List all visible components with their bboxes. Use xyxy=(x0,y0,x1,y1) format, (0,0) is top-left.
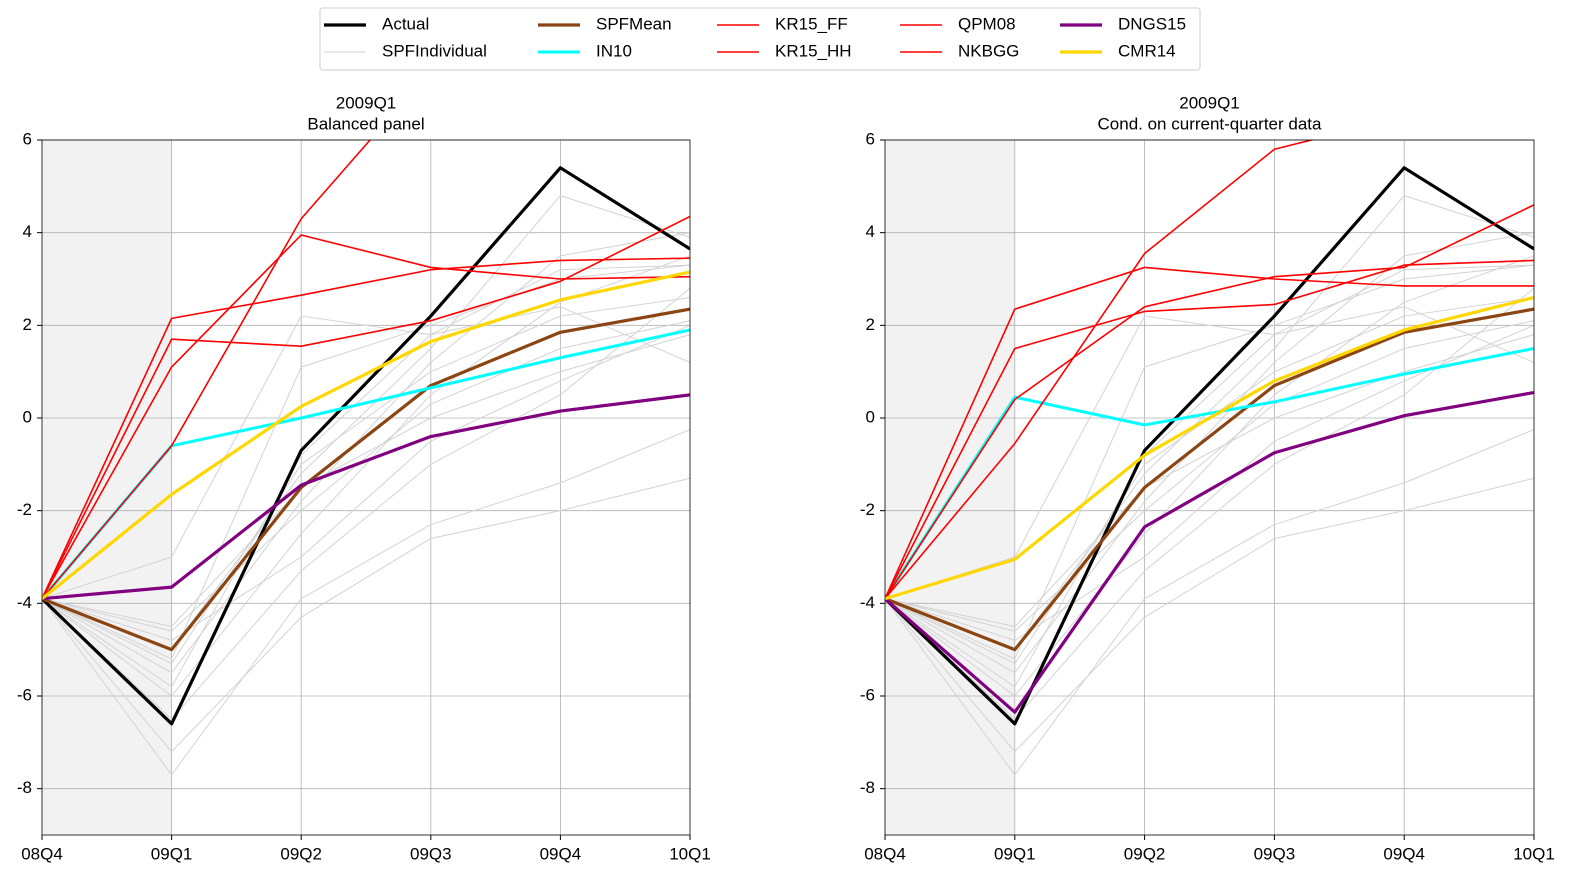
spf-individual-line xyxy=(885,287,1534,720)
series-line xyxy=(42,270,690,600)
spf-individual-line xyxy=(885,255,1534,697)
history-shade xyxy=(885,140,1015,835)
x-tick-label: 09Q2 xyxy=(1124,844,1166,863)
spf-individual-line xyxy=(885,264,1534,688)
legend-label: CMR14 xyxy=(1118,41,1176,60)
y-tick-label: 6 xyxy=(23,129,32,148)
series-line xyxy=(885,204,1534,600)
plot-lines xyxy=(885,140,1534,776)
series-line xyxy=(42,234,690,600)
chart-subtitle: Balanced panel xyxy=(307,114,424,133)
series-line xyxy=(885,307,1534,652)
x-tick-label: 09Q3 xyxy=(1254,844,1296,863)
x-tick-label: 09Q1 xyxy=(151,844,193,863)
legend-label: NKBGG xyxy=(958,41,1019,60)
x-tick-label: 09Q1 xyxy=(994,844,1036,863)
legend-label: KR15_HH xyxy=(775,41,852,60)
series-line xyxy=(885,166,1534,726)
chart-title: 2009Q1 xyxy=(336,93,397,112)
spf-individual-line xyxy=(42,264,690,688)
series-line xyxy=(885,347,1534,600)
series-line xyxy=(42,257,690,600)
spf-individual-line xyxy=(42,264,690,660)
spf-individual-line xyxy=(885,264,1534,660)
y-tick-label: -8 xyxy=(860,778,875,797)
spf-individual-line xyxy=(42,320,690,632)
legend-label: KR15_FF xyxy=(775,14,848,33)
series-line xyxy=(42,166,690,726)
y-tick-label: 0 xyxy=(866,407,875,426)
series-line xyxy=(42,307,690,652)
y-tick-label: -4 xyxy=(17,593,32,612)
spf-individual-line xyxy=(42,477,690,753)
plot-frame xyxy=(41,139,691,836)
x-tick-label: 09Q3 xyxy=(410,844,452,863)
x-tick-label: 09Q4 xyxy=(1383,844,1425,863)
legend-label: Actual xyxy=(382,14,429,33)
legend-label: DNGS15 xyxy=(1118,14,1186,33)
series-line xyxy=(42,215,690,600)
series-line xyxy=(42,140,372,600)
spf-individual-line xyxy=(42,429,690,776)
x-tick-label: 08Q4 xyxy=(21,844,63,863)
series-line xyxy=(885,140,1315,600)
series-line xyxy=(885,259,1534,600)
chart-subtitle: Cond. on current-quarter data xyxy=(1098,114,1323,133)
y-tick-label: 2 xyxy=(23,315,32,334)
plot-frame xyxy=(884,139,1535,836)
history-shade xyxy=(42,140,172,835)
legend-label: IN10 xyxy=(596,41,632,60)
x-tick-label: 09Q4 xyxy=(540,844,582,863)
spf-individual-line xyxy=(42,287,690,720)
x-tick-label: 10Q1 xyxy=(669,844,711,863)
spf-individual-line xyxy=(42,297,690,665)
x-tick-label: 09Q2 xyxy=(280,844,322,863)
y-tick-label: 2 xyxy=(866,315,875,334)
legend-label: QPM08 xyxy=(958,14,1016,33)
y-tick-label: -4 xyxy=(860,593,875,612)
spf-individual-line xyxy=(885,232,1534,674)
chart-title: 2009Q1 xyxy=(1179,93,1240,112)
y-tick-label: -2 xyxy=(860,500,875,519)
plot-lines xyxy=(42,140,690,776)
spf-individual-line xyxy=(885,320,1534,632)
series-line xyxy=(885,266,1534,600)
spf-individual-line xyxy=(885,429,1534,776)
spf-individual-line xyxy=(885,477,1534,753)
spf-individual-line xyxy=(885,306,1534,600)
y-tick-label: -2 xyxy=(17,500,32,519)
y-tick-label: -6 xyxy=(860,685,875,704)
legend-label: SPFMean xyxy=(596,14,672,33)
y-tick-label: 4 xyxy=(866,222,875,241)
spf-individual-line xyxy=(885,324,1534,641)
x-tick-label: 10Q1 xyxy=(1513,844,1555,863)
series-line xyxy=(885,295,1534,601)
y-tick-label: 4 xyxy=(23,222,32,241)
spf-individual-line xyxy=(42,324,690,641)
legend-label: SPFIndividual xyxy=(382,41,487,60)
x-tick-label: 08Q4 xyxy=(864,844,906,863)
y-tick-label: -8 xyxy=(17,778,32,797)
spf-individual-line xyxy=(42,334,690,627)
y-tick-label: 0 xyxy=(23,407,32,426)
spf-individual-line xyxy=(42,232,690,674)
spf-individual-line xyxy=(885,334,1534,627)
series-line xyxy=(885,390,1534,714)
y-tick-label: -6 xyxy=(17,685,32,704)
y-tick-label: 6 xyxy=(866,129,875,148)
series-line xyxy=(42,393,690,601)
legend-box xyxy=(319,7,1201,71)
spf-individual-line xyxy=(42,306,690,600)
